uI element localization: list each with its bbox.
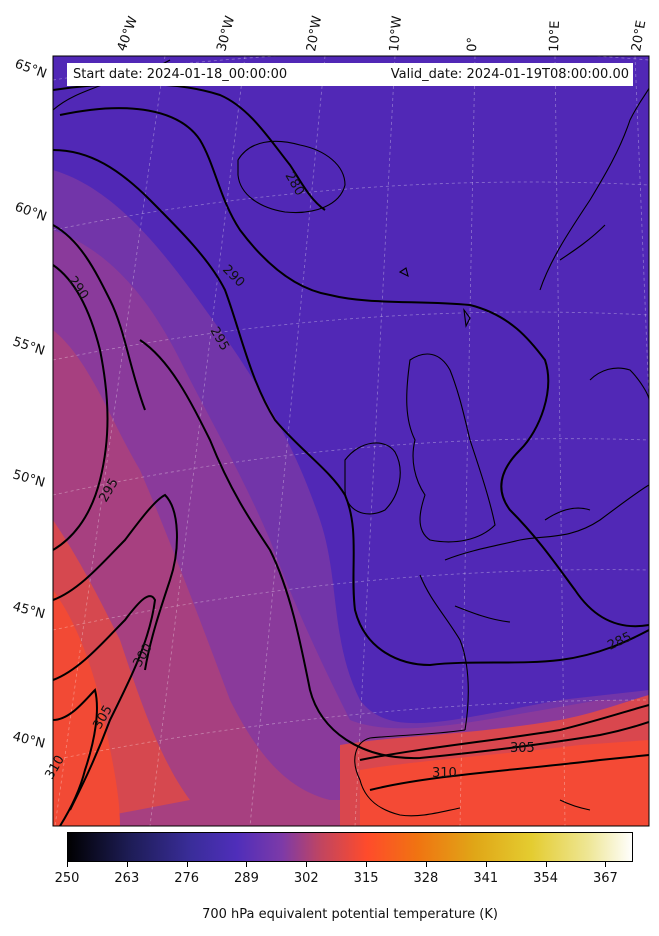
colorbar-tick-mark (186, 862, 188, 867)
colorbar-tick-label: 276 (174, 871, 200, 886)
contour-label: 310 (432, 766, 457, 781)
longitude-label: 30°W (214, 14, 238, 53)
latitude-label: 50°N (11, 467, 47, 490)
longitude-label: 10°E (547, 20, 563, 52)
colorbar-tick-label: 328 (413, 871, 439, 886)
start-date-text: Start date: 2024-01-18_00:00:00 (73, 67, 288, 82)
colorbar-tick-label: 289 (234, 871, 259, 886)
colorbar-tick-label: 302 (293, 871, 319, 886)
longitude-labels: 40°W 30°W 20°W 10°W 0° 10°E 20°E (115, 14, 650, 53)
latitude-label: 60°N (13, 200, 49, 225)
colorbar-tick-label: 367 (592, 871, 618, 886)
latitude-label: 55°N (11, 335, 47, 359)
colorbar-tick-mark (425, 862, 427, 867)
latitude-labels: 65°N 60°N 55°N 50°N 45°N 40°N (11, 57, 49, 752)
colorbar-tick-label: 315 (353, 871, 379, 886)
latitude-label: 40°N (11, 729, 46, 751)
colorbar-tick-label: 354 (533, 871, 558, 886)
longitude-label: 0° (465, 37, 481, 52)
colorbar-tick-label: 263 (114, 871, 140, 886)
latitude-label: 65°N (13, 57, 49, 82)
map-frame (52, 55, 650, 827)
colorbar-tick-mark (306, 862, 308, 867)
colorbar-tick-label: 341 (473, 871, 499, 886)
colorbar-tick-mark (605, 862, 607, 867)
date-infobox: Start date: 2024-01-18_00:00:00 Valid_da… (67, 63, 633, 86)
colorbar-tick-mark (246, 862, 248, 867)
longitude-label: 20°E (629, 19, 649, 52)
longitude-label: 40°W (115, 14, 141, 53)
colorbar-tick-mark (366, 862, 368, 867)
contour-lines (53, 82, 649, 826)
colorbar-tick-mark (545, 862, 547, 867)
colorbar-gradient (67, 832, 633, 862)
longitude-label: 10°W (387, 15, 405, 52)
colorbar-tick-mark (485, 862, 487, 867)
latitude-label: 45°N (11, 599, 47, 622)
temperature-field (53, 56, 649, 826)
valid-date-text: Valid_date: 2024-01-19T08:00:00.00 (390, 67, 629, 82)
longitude-label: 20°W (304, 15, 325, 53)
colorbar-tick-label: 250 (54, 871, 80, 886)
colorbar-tick-mark (67, 862, 68, 867)
colorbar-tick-mark (126, 862, 128, 867)
colorbar-title: 700 hPa equivalent potential temperature… (202, 907, 498, 922)
coastlines (53, 59, 649, 817)
colorbar (67, 832, 633, 862)
contour-label: 305 (510, 741, 535, 756)
graticule (53, 56, 649, 826)
